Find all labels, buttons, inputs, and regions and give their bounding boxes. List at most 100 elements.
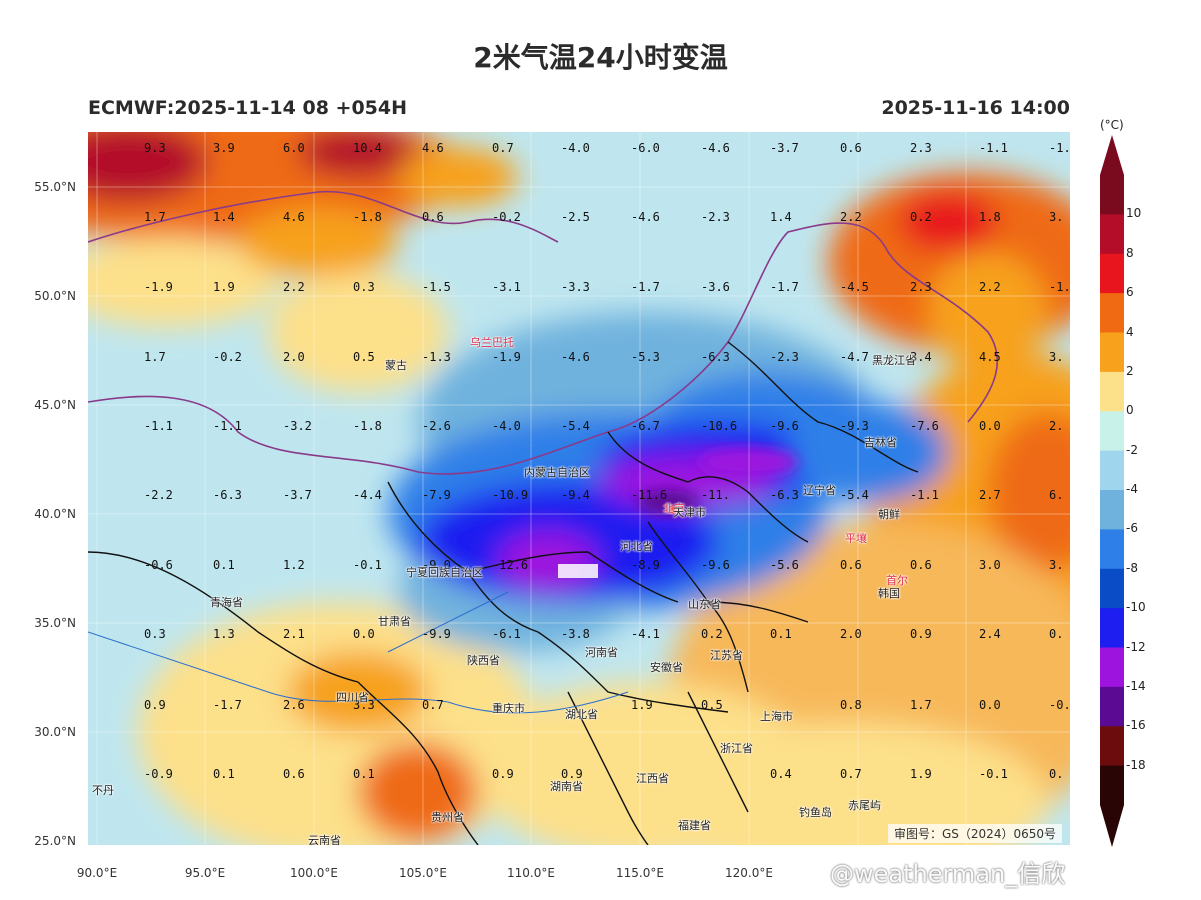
place-label: 宁夏回族自治区 <box>406 566 483 579</box>
colorbar-segment <box>1100 686 1124 727</box>
colorbar-tick-label: 2 <box>1126 363 1134 378</box>
place-label: 浙江省 <box>720 742 753 755</box>
chart-title: 2米气温24小时变温 <box>473 41 728 74</box>
grid-value: 0.9 <box>144 698 166 712</box>
grid-value: 0.7 <box>422 698 444 712</box>
grid-value: -6.7 <box>631 419 660 433</box>
grid-value: -4.0 <box>561 141 590 155</box>
grid-value: 1.9 <box>213 280 235 294</box>
grid-value: -12.6 <box>492 558 529 572</box>
grid-value: 3.4 <box>910 350 932 364</box>
grid-value: 0.3 <box>353 280 375 294</box>
grid-value: 2.6 <box>283 698 305 712</box>
grid-value: -5.3 <box>631 350 660 364</box>
grid-value: -6.3 <box>213 488 242 502</box>
place-label: 天津市 <box>673 506 706 519</box>
grid-value: 1.2 <box>283 558 305 572</box>
grid-value: -3.8 <box>561 627 590 641</box>
place-label: 湖北省 <box>565 708 598 721</box>
grid-value: 0.6 <box>283 767 305 781</box>
grid-value: 3.9 <box>213 141 235 155</box>
place-label: 安徽省 <box>650 661 683 674</box>
place-label: 不丹 <box>92 784 114 797</box>
lon-label: 105.0°E <box>399 866 447 880</box>
grid-value: -1.1 <box>979 141 1008 155</box>
grid-value: 1.9 <box>910 767 932 781</box>
grid-value: 2.2 <box>840 210 862 224</box>
place-label: 山东省 <box>688 598 721 611</box>
grid-value: -4.6 <box>631 210 660 224</box>
grid-value: -9.0 <box>422 558 451 572</box>
grid-value: 0.1 <box>213 767 235 781</box>
place-label: 乌兰巴托 <box>470 336 514 349</box>
grid-value: -4.5 <box>840 280 869 294</box>
place-label: 陕西省 <box>467 654 500 667</box>
grid-value: 1.7 <box>144 210 166 224</box>
grid-value: 0.1 <box>213 558 235 572</box>
colorbar-segment <box>1100 765 1124 806</box>
colorbar-tick-label: -2 <box>1126 442 1138 457</box>
grid-value: -11.6 <box>631 488 668 502</box>
grid-value: -0.9 <box>144 767 173 781</box>
grid-value: -4.6 <box>701 141 730 155</box>
place-label: 韩国 <box>878 587 900 600</box>
lat-label: 30.0°N <box>34 725 76 739</box>
grid-value: 0.4 <box>770 767 792 781</box>
colorbar-segment <box>1100 214 1124 255</box>
grid-value: 9.3 <box>144 141 166 155</box>
colorbar <box>1100 135 1124 847</box>
grid-value: -3.7 <box>770 141 799 155</box>
place-label: 河北省 <box>620 540 653 553</box>
colorbar-tick-label: -18 <box>1126 757 1146 772</box>
colorbar-tick-label: 6 <box>1126 285 1134 300</box>
grid-value: -1.8 <box>353 210 382 224</box>
place-label: 云南省 <box>308 834 341 845</box>
grid-value: -1.7 <box>631 280 660 294</box>
grid-value: -2.3 <box>770 350 799 364</box>
grid-value: -4.7 <box>840 350 869 364</box>
grid-value: 0.9 <box>910 627 932 641</box>
lat-label: 50.0°N <box>34 289 76 303</box>
grid-value: 3. <box>1049 210 1064 224</box>
place-label: 朝鲜 <box>878 508 900 521</box>
grid-value: -9.6 <box>770 419 799 433</box>
lon-label: 110.0°E <box>507 866 555 880</box>
colorbar-tick-label: -10 <box>1126 600 1146 615</box>
grid-value: -10.6 <box>701 419 738 433</box>
grid-value: -1.3 <box>422 350 451 364</box>
grid-value: -2.6 <box>422 419 451 433</box>
colorbar-segment <box>1100 450 1124 491</box>
colorbar-segment <box>1100 332 1124 373</box>
grid-value: 2.3 <box>910 141 932 155</box>
grid-value: 0.5 <box>353 350 375 364</box>
colorbar-tick-label: 0 <box>1126 403 1134 418</box>
grid-value: -3.1 <box>492 280 521 294</box>
grid-value: -6.3 <box>701 350 730 364</box>
grid-value: 1.7 <box>910 698 932 712</box>
colorbar-segment <box>1100 371 1124 412</box>
grid-value: 10.4 <box>353 141 382 155</box>
grid-value: -11. <box>701 488 730 502</box>
grid-value: 1.9 <box>631 698 653 712</box>
grid-value: 4.5 <box>979 350 1001 364</box>
place-label: 青海省 <box>210 596 243 609</box>
grid-value: -3.2 <box>283 419 312 433</box>
grid-value: 0.7 <box>840 767 862 781</box>
colorbar-unit: (°C) <box>1100 118 1124 132</box>
colorbar-max-arrow <box>1100 135 1124 175</box>
place-label: 吉林省 <box>864 436 897 449</box>
colorbar-segment <box>1100 529 1124 570</box>
grid-value: -1.7 <box>213 698 242 712</box>
lat-label: 40.0°N <box>34 507 76 521</box>
grid-value: -1.1 <box>144 419 173 433</box>
lat-label: 35.0°N <box>34 616 76 630</box>
grid-value: -2.5 <box>561 210 590 224</box>
colorbar-tick-label: 8 <box>1126 245 1134 260</box>
place-label: 江西省 <box>636 772 669 785</box>
colorbar-tick-label: -8 <box>1126 560 1138 575</box>
grid-value: 0.0 <box>979 698 1001 712</box>
grid-value: 4.6 <box>422 141 444 155</box>
map-canvas <box>88 132 1070 845</box>
grid-value: 2.4 <box>979 627 1001 641</box>
lat-label: 45.0°N <box>34 398 76 412</box>
